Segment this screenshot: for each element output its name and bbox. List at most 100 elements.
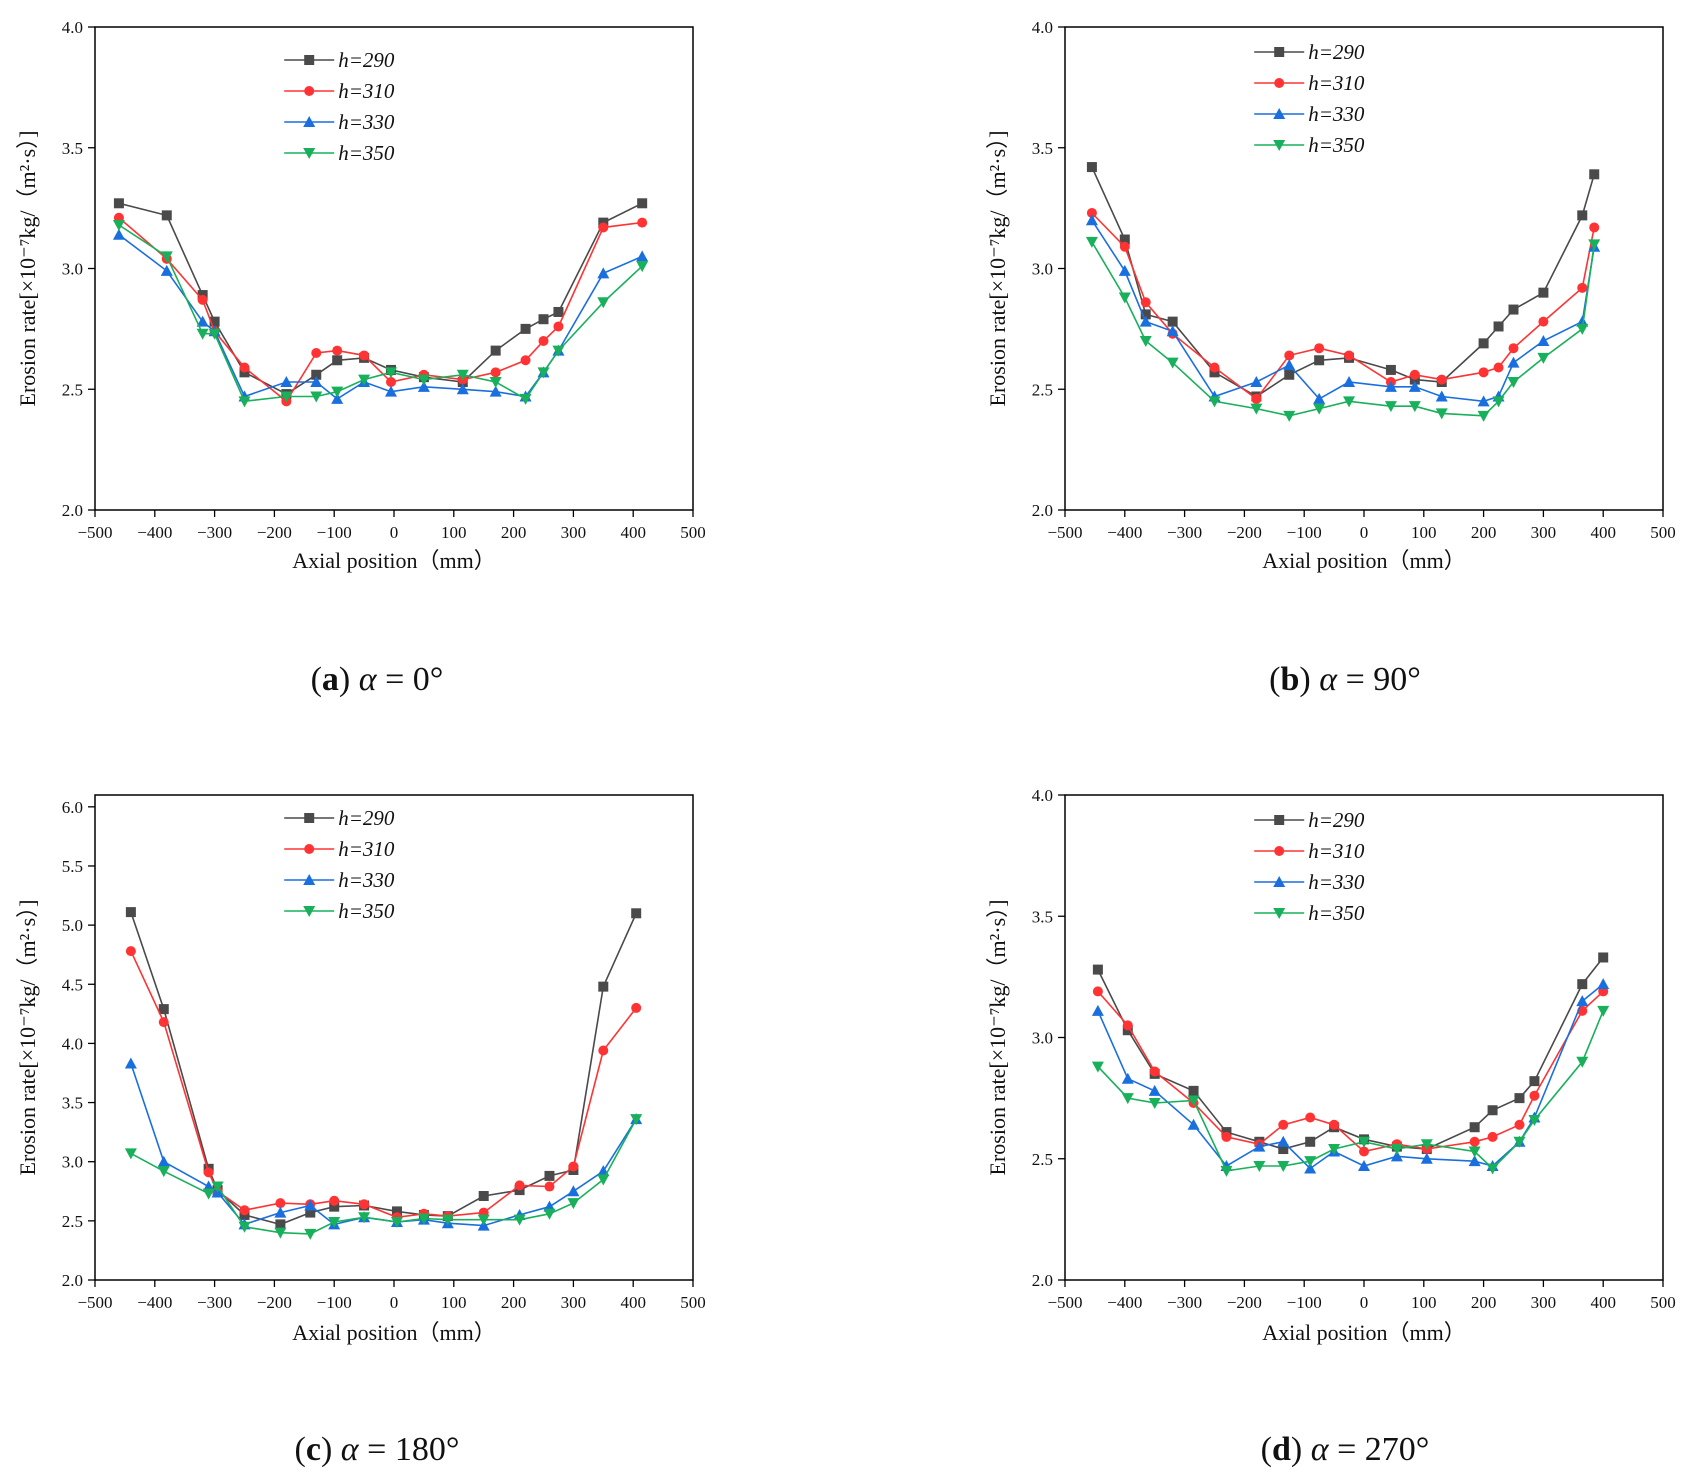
data-point (1119, 241, 1130, 252)
data-point (490, 345, 501, 356)
data-point (209, 316, 220, 327)
data-point (637, 217, 648, 228)
data-point (358, 1212, 371, 1224)
y-axis-label: Erosion rate[×10⁻⁷kg/（m²·s）] (985, 900, 1010, 1176)
data-point (598, 981, 609, 992)
data-point (197, 294, 208, 305)
series-h-350 (124, 1114, 643, 1240)
data-point (1478, 367, 1489, 378)
series-h-310 (1092, 986, 1609, 1157)
data-point (1085, 236, 1098, 248)
legend: h=290 h=310 h=330 h=350 (284, 48, 395, 165)
data-point (456, 369, 469, 381)
data-point (328, 1217, 341, 1229)
data-point (1253, 1140, 1266, 1152)
x-tick-label: −500 (1047, 523, 1082, 542)
x-tick-label: −200 (1227, 523, 1262, 542)
caption-paren: ) (339, 661, 359, 698)
data-point (1344, 350, 1355, 361)
data-point (203, 1167, 214, 1178)
series-h-330 (1085, 214, 1601, 407)
data-point (637, 198, 648, 209)
data-point (1284, 350, 1295, 361)
data-point (1589, 222, 1600, 233)
legend-entry: h=330 (338, 110, 395, 134)
data-point (1597, 1005, 1610, 1017)
data-point (359, 350, 370, 361)
data-point (1469, 1122, 1480, 1133)
data-point (274, 1206, 287, 1218)
data-point (1314, 355, 1325, 366)
data-point (1166, 357, 1179, 369)
data-point (112, 220, 125, 232)
data-point (630, 1114, 643, 1126)
data-point (1384, 380, 1397, 392)
plot-frame (1064, 26, 1664, 511)
x-tick-label: 300 (561, 523, 587, 542)
data-point (597, 267, 610, 279)
data-point (1119, 234, 1130, 245)
data-point (417, 380, 430, 392)
x-tick-label: 500 (1650, 523, 1676, 542)
series-line (1097, 983, 1604, 1170)
data-point (280, 391, 293, 403)
data-point (1508, 343, 1519, 354)
y-tick-label: 3.0 (1032, 1029, 1053, 1048)
data-point (1148, 1084, 1161, 1096)
series-line (1091, 212, 1595, 401)
data-point (1420, 1152, 1433, 1164)
data-point (274, 1227, 287, 1239)
y-tick-label: 3.5 (1032, 907, 1053, 926)
x-tick-label: −300 (197, 523, 232, 542)
data-point (1358, 1136, 1370, 1148)
data-point (1277, 1161, 1290, 1173)
data-point (1435, 408, 1448, 420)
data-point (1091, 1061, 1104, 1073)
data-point (1343, 396, 1356, 408)
series-h-290 (113, 198, 648, 400)
caption-paren: ( (295, 1431, 306, 1468)
data-point (1408, 401, 1421, 413)
data-point (544, 1170, 555, 1181)
data-point (1420, 1139, 1433, 1151)
data-point (157, 1155, 170, 1167)
legend: h=290 h=310 h=330 h=350 (1254, 40, 1365, 157)
data-point (385, 367, 398, 379)
data-point (211, 1181, 224, 1193)
data-point (1513, 1136, 1526, 1148)
y-tick-label: 3.0 (62, 1153, 83, 1172)
data-point (329, 1195, 340, 1206)
data-point (636, 261, 649, 273)
x-tick-label: −400 (137, 1293, 172, 1312)
data-point (304, 1228, 317, 1240)
data-point (631, 1002, 642, 1013)
data-point (1477, 410, 1490, 422)
caption-paren: ) (1291, 1431, 1311, 1468)
data-point (1390, 1150, 1403, 1162)
data-point (1251, 393, 1262, 404)
legend-marker (303, 906, 316, 917)
data-point (1588, 239, 1601, 251)
series-h-350 (1085, 236, 1601, 422)
data-point (1139, 315, 1152, 327)
legend-marker (1273, 140, 1286, 151)
x-tick-label: 200 (501, 1293, 527, 1312)
data-point (489, 377, 502, 389)
x-tick-label: −200 (257, 523, 292, 542)
series-line (1097, 957, 1604, 1150)
panel-caption: (d) α = 270° (1261, 1431, 1430, 1468)
data-point (1597, 978, 1610, 990)
data-point (1528, 1114, 1541, 1126)
legend-entry: h=350 (1308, 901, 1365, 925)
legend-entry: h=310 (1308, 839, 1365, 863)
data-point (1435, 390, 1448, 402)
data-point (1284, 369, 1295, 380)
x-tick-label: 300 (1531, 1293, 1557, 1312)
panel-caption: (a) α = 0° (311, 661, 444, 698)
plot-frame (1064, 794, 1664, 1281)
y-tick-label: 3.0 (62, 260, 83, 279)
data-point (275, 1198, 286, 1209)
data-point (1328, 1144, 1341, 1156)
legend-marker (304, 55, 315, 65)
x-tick-label: −300 (197, 1293, 232, 1312)
